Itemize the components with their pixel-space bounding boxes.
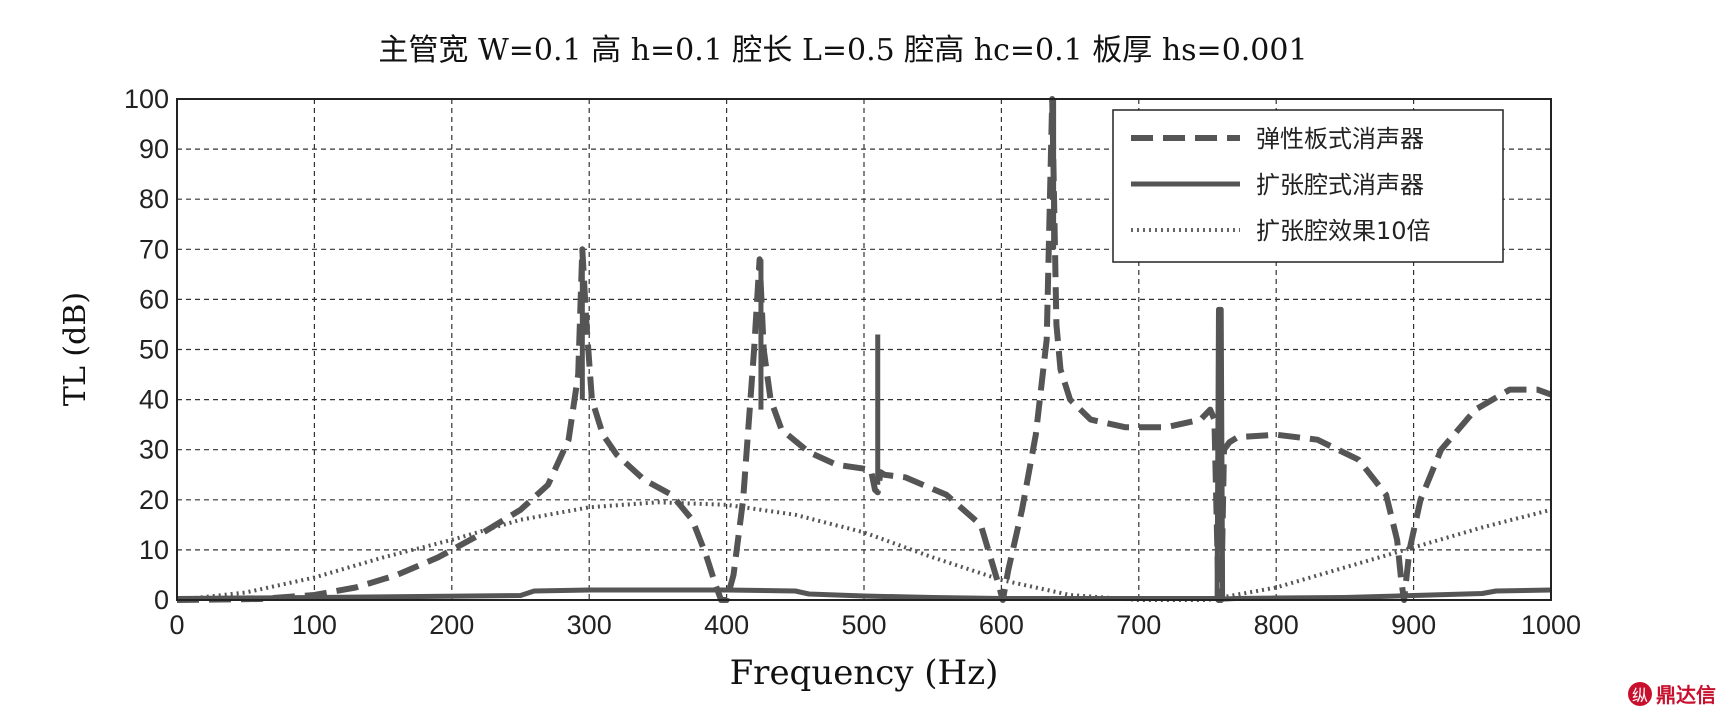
y-tick-label: 40 [139, 385, 169, 415]
y-tick-label: 50 [139, 335, 169, 365]
x-tick-label: 0 [169, 610, 184, 640]
series-line-1 [176, 96, 1553, 603]
x-tick-label: 400 [704, 610, 749, 640]
x-tick-label: 800 [1254, 610, 1299, 640]
y-tick-label: 90 [139, 134, 169, 164]
x-tick-label: 300 [567, 610, 612, 640]
x-tick-label: 700 [1116, 610, 1161, 640]
y-tick-label: 80 [139, 184, 169, 214]
chart-title: 主管宽 W=0.1 高 h=0.1 腔长 L=0.5 腔高 hc=0.1 板厚 … [378, 33, 1307, 68]
x-tick-label: 500 [841, 610, 886, 640]
watermark-logo-glyph: 纵 [1632, 686, 1648, 705]
x-tick-label: 200 [429, 610, 474, 640]
x-tick-label: 900 [1391, 610, 1436, 640]
legend: 弹性板式消声器 扩张腔式消声器 扩张腔效果10倍 [1112, 109, 1504, 263]
y-tick-label: 100 [124, 84, 169, 114]
x-tick-label: 100 [292, 610, 337, 640]
grid [177, 99, 1551, 600]
y-tick-label: 20 [139, 485, 169, 515]
y-tick-label: 10 [139, 535, 169, 565]
x-tick-label: 1000 [1521, 610, 1581, 640]
watermark-logo-icon [1628, 682, 1652, 706]
watermark: 纵 鼎达信 [1628, 682, 1716, 707]
plot-frame [176, 98, 1552, 601]
y-tick-label: 60 [139, 284, 169, 314]
legend-label-2: 扩张腔式消声器 [1256, 171, 1424, 199]
x-axis-label: Frequency (Hz) [730, 653, 999, 693]
y-tick-label: 30 [139, 435, 169, 465]
legend-label-1: 弹性板式消声器 [1256, 125, 1424, 153]
series-line-2 [176, 306, 1552, 602]
watermark-text: 鼎达信 [1656, 683, 1716, 707]
y-tick-labels: 0 10 20 30 40 50 60 70 80 90 100 [124, 84, 169, 615]
x-tick-label: 600 [979, 610, 1024, 640]
y-tick-label: 70 [139, 234, 169, 264]
legend-label-3: 扩张腔效果10倍 [1256, 217, 1431, 245]
y-axis-label: TL (dB) [58, 292, 93, 406]
series-layer [176, 96, 1553, 603]
y-tick-label: 0 [154, 585, 169, 615]
series-line-3 [176, 500, 1552, 602]
x-tick-labels: 0 100 200 300 400 500 600 700 800 900 1000 [169, 610, 1581, 640]
